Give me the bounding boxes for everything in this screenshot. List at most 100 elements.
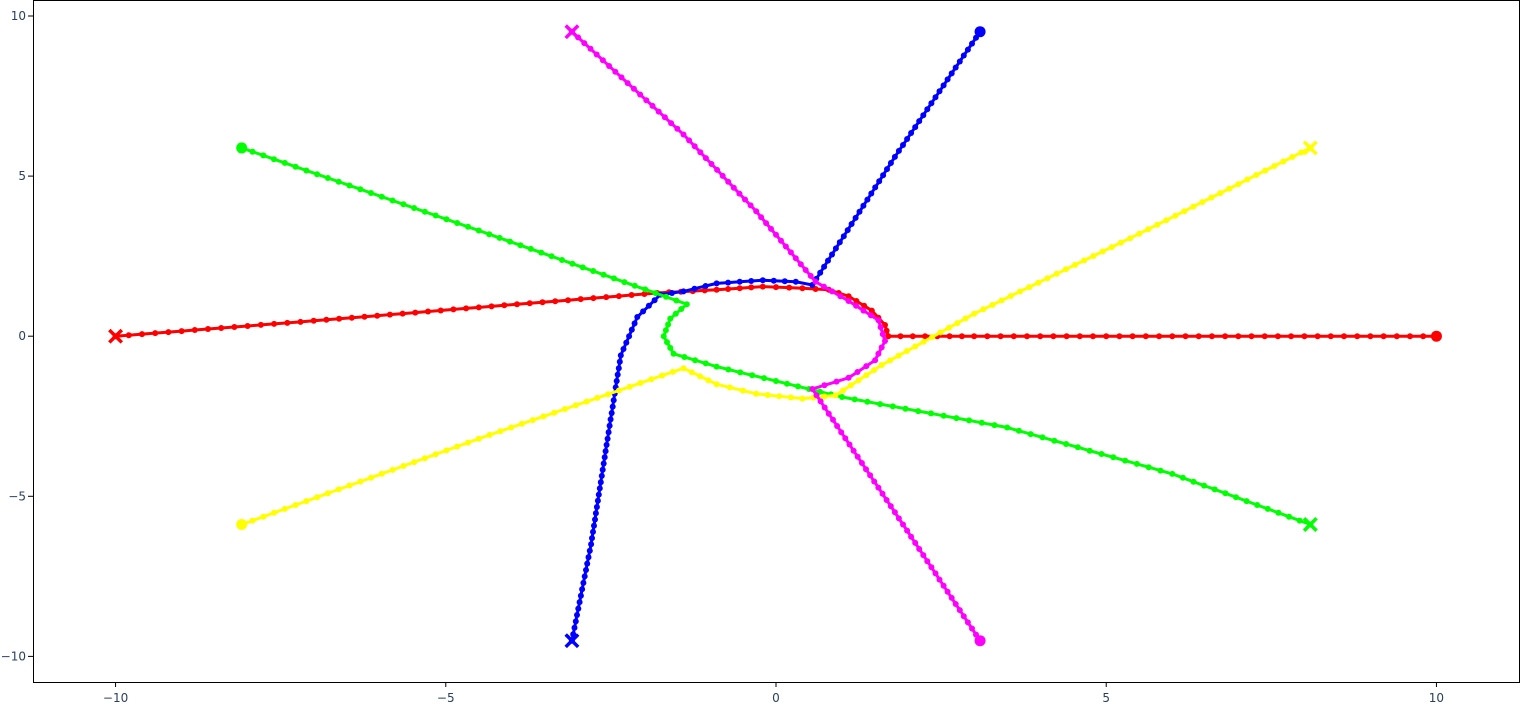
data-point [875,317,882,324]
data-point [465,439,471,446]
data-point [303,498,310,505]
data-point [589,535,595,542]
data-point [475,227,482,234]
y-tick-label: 10 [11,9,26,23]
data-point [860,307,867,314]
data-point [1074,444,1081,451]
data-point [292,163,299,170]
data-point [1103,333,1110,340]
data-point [378,193,385,200]
data-point [518,420,525,427]
data-point [615,365,622,372]
data-point [281,505,288,512]
data-point [374,312,381,319]
data-point [669,290,675,296]
data-point [1169,333,1176,340]
data-point [368,474,374,481]
data-point [400,463,407,469]
data-point [936,88,943,95]
data-point [932,570,939,577]
data-point [577,296,584,303]
data-point [686,137,693,144]
data-point [839,394,845,400]
start-marker [974,635,986,647]
data-point [1004,424,1011,431]
data-point [1053,270,1060,277]
data-point [595,491,602,498]
data-point [863,363,870,370]
data-point [900,521,906,528]
data-point [984,333,991,340]
data-point [928,564,935,571]
data-point [825,410,832,417]
data-point [292,502,299,508]
data-point [730,184,737,191]
data-point [606,63,613,69]
data-point [1201,482,1208,489]
data-point [1301,333,1308,340]
end-marker [564,633,580,649]
data-point [421,455,428,462]
data-point [725,366,732,373]
data-point [559,257,565,263]
data-point [336,315,343,322]
data-point [575,605,582,612]
data-point [465,223,471,230]
data-point [602,448,609,455]
data-point [1172,212,1179,219]
data-point [770,277,777,284]
data-point [725,286,732,292]
data-point [378,470,385,477]
data-point [1298,149,1305,156]
data-point [605,429,612,436]
data-point [1039,434,1046,441]
data-point [807,272,814,279]
data-point [581,40,588,47]
data-point [889,403,896,410]
data-point [399,310,406,317]
data-point [1420,333,1427,340]
data-point [844,227,851,234]
data-point [966,417,973,424]
data-point [1222,333,1229,340]
data-point [884,166,890,173]
data-point [833,378,840,385]
data-point [786,284,793,291]
data-point [412,309,419,316]
data-point [759,283,766,290]
end-marker [564,24,580,40]
data-point [725,279,732,286]
data-point [964,619,971,626]
data-point [969,40,975,47]
data-point [590,528,596,535]
x-tick-label: −5 [437,691,455,705]
data-point [725,178,732,185]
data-point [691,285,698,292]
data-point [271,320,278,327]
data-point [586,547,593,554]
data-point [753,208,760,215]
data-point [1286,513,1293,520]
data-point [875,350,882,357]
y-tick-label: −5 [8,489,26,503]
data-point [432,212,439,219]
data-point [868,190,875,197]
data-point [626,333,633,340]
data-point [680,365,687,372]
data-point [432,451,439,458]
data-point [651,297,658,304]
data-point [1142,333,1149,340]
data-point [496,234,503,241]
data-point [507,238,513,245]
data-point [1182,333,1189,340]
data-point [1195,333,1202,340]
data-point [641,291,648,297]
data-point [628,292,635,298]
data-point [450,306,457,313]
data-point [885,333,892,340]
data-point [850,447,857,454]
data-point [611,275,617,282]
data-point [820,283,827,290]
data-point [665,321,672,328]
data-point [508,424,515,431]
